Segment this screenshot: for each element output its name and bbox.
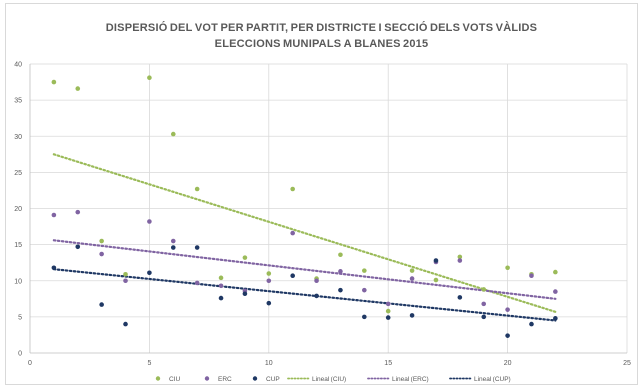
- data-point-cup: [147, 270, 152, 276]
- data-point-ciu: [242, 255, 248, 260]
- data-point-cup: [218, 295, 224, 301]
- data-point-erc: [170, 238, 176, 244]
- data-point-erc: [75, 209, 81, 215]
- x-tick-label: 20: [504, 360, 512, 367]
- y-tick-label: 15: [14, 242, 22, 249]
- data-point-cup: [457, 295, 463, 300]
- data-point-cup: [99, 302, 104, 307]
- data-point-ciu: [51, 79, 57, 85]
- data-point-ciu: [99, 238, 104, 244]
- data-point-cup: [362, 314, 367, 320]
- data-point-ciu: [194, 186, 200, 192]
- data-point-ciu: [433, 277, 439, 283]
- legend-marker: [155, 376, 161, 381]
- legend-label: Lineal (CUP): [474, 376, 511, 383]
- legend-marker: [252, 376, 258, 381]
- data-point-cup: [170, 245, 176, 250]
- x-tick-label: 0: [28, 360, 32, 367]
- data-point-erc: [553, 289, 558, 294]
- chart-title-line-1: DISPERSIÓ DEL VOT PER PARTIT, PER DISTRI…: [105, 22, 538, 34]
- y-tick-label: 0: [18, 351, 22, 358]
- x-tick-label: 15: [384, 360, 392, 367]
- data-point-erc: [123, 278, 128, 284]
- data-point-erc: [362, 287, 367, 293]
- data-point-ciu: [218, 275, 224, 281]
- data-point-cup: [266, 300, 272, 306]
- data-point-erc: [409, 276, 415, 281]
- legend-marker: [204, 376, 210, 381]
- y-tick-label: 40: [14, 62, 22, 69]
- data-point-cup: [409, 313, 415, 318]
- data-point-cup: [481, 314, 487, 320]
- y-tick-label: 5: [18, 314, 22, 321]
- data-point-erc: [505, 307, 510, 312]
- data-point-ciu: [338, 252, 343, 258]
- legend-label: Lineal (ERC): [392, 376, 429, 383]
- data-point-ciu: [290, 186, 295, 192]
- data-point-erc: [147, 219, 152, 224]
- data-point-erc: [99, 251, 104, 257]
- data-point-erc: [457, 258, 463, 263]
- x-tick-label: 10: [265, 360, 273, 367]
- trendline-3: [52, 268, 557, 322]
- data-point-ciu: [362, 268, 367, 273]
- data-point-ciu: [170, 131, 176, 137]
- y-tick-label: 35: [14, 98, 22, 105]
- data-point-cup: [194, 245, 200, 250]
- y-tick-label: 20: [14, 206, 22, 213]
- data-point-cup: [75, 244, 81, 250]
- data-point-erc: [290, 230, 295, 236]
- chart-title-line-2: ELECCIONS MUNIPALS A BLANES 2015: [214, 38, 429, 50]
- data-point-ciu: [75, 86, 81, 91]
- legend-label: Lineal (CIU): [312, 376, 346, 383]
- data-point-cup: [338, 287, 343, 293]
- data-point-erc: [338, 269, 343, 274]
- data-point-cup: [123, 321, 128, 327]
- data-point-cup: [314, 293, 319, 299]
- data-point-ciu: [409, 268, 415, 273]
- data-point-erc: [314, 278, 319, 284]
- data-point-cup: [385, 315, 391, 320]
- data-point-erc: [266, 278, 272, 284]
- x-tick-label: 25: [623, 360, 631, 367]
- data-point-cup: [290, 273, 295, 278]
- trendline-1: [52, 153, 557, 313]
- chart-area: [5, 3, 638, 385]
- y-tick-label: 25: [14, 170, 22, 177]
- data-point-ciu: [481, 287, 487, 292]
- data-point-erc: [194, 280, 200, 286]
- x-tick-label: 5: [147, 360, 151, 367]
- data-point-ciu: [123, 271, 128, 277]
- y-tick-label: 10: [14, 278, 22, 285]
- data-point-cup: [529, 321, 534, 327]
- data-point-erc: [529, 273, 534, 278]
- data-point-ciu: [385, 308, 391, 314]
- data-point-cup: [553, 316, 558, 321]
- data-point-ciu: [147, 75, 152, 81]
- data-point-erc: [51, 212, 57, 218]
- data-point-ciu: [266, 271, 272, 276]
- data-point-cup: [51, 265, 57, 271]
- data-point-ciu: [505, 265, 510, 271]
- data-point-cup: [242, 291, 248, 297]
- legend-label: CIU: [169, 376, 181, 383]
- data-point-cup: [433, 258, 439, 263]
- data-point-erc: [218, 283, 224, 289]
- data-point-erc: [385, 301, 391, 307]
- data-point-ciu: [457, 254, 463, 260]
- y-tick-label: 30: [14, 134, 22, 141]
- data-point-ciu: [553, 269, 558, 275]
- data-point-erc: [481, 301, 487, 307]
- trendline-2: [52, 239, 557, 300]
- data-point-cup: [505, 333, 510, 338]
- legend-label: ERC: [218, 376, 232, 383]
- legend-label: CUP: [266, 376, 280, 383]
